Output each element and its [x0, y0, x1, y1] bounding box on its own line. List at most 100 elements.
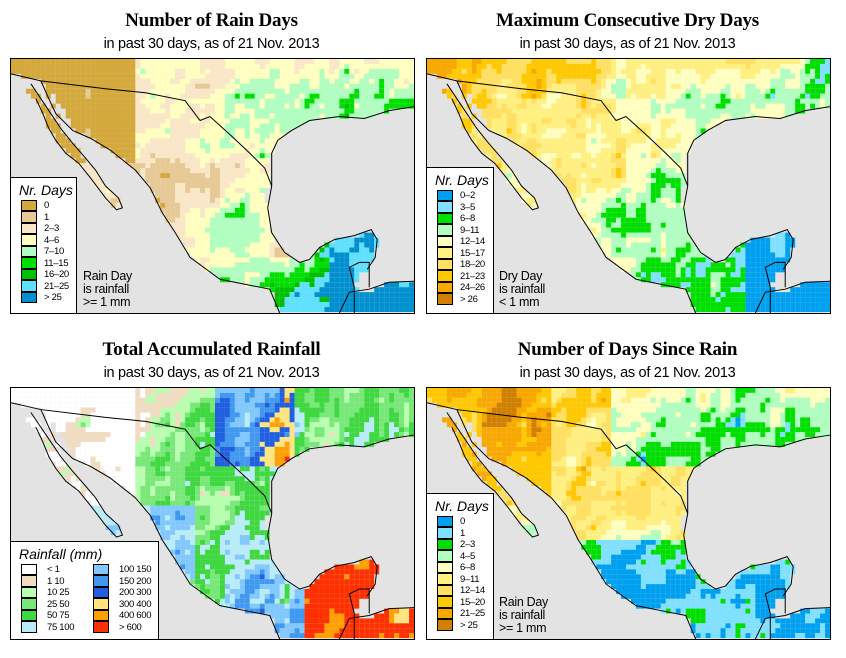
legend-label: 15–20 — [460, 596, 485, 608]
legend-swatch — [437, 527, 453, 539]
panel-title: Number of Rain Days — [125, 10, 298, 31]
map-canvas — [11, 59, 414, 313]
legend-item: 50 75 — [21, 609, 83, 622]
legend-label: < 1 — [47, 564, 60, 576]
legend-swatch — [437, 538, 453, 550]
legend-item: 0–2 — [437, 189, 493, 202]
legend-swatch — [21, 234, 37, 246]
legend-label: 15–17 — [460, 247, 485, 259]
legend-item: > 600 — [93, 621, 155, 634]
legend-label: 0 — [460, 516, 465, 528]
legend-swatch — [437, 550, 453, 562]
legend-label: 6–8 — [460, 213, 475, 225]
legend-swatch — [437, 258, 453, 270]
legend-item: 1 10 — [21, 575, 83, 588]
legend-swatch — [437, 201, 453, 213]
legend-item: 0 — [21, 199, 76, 212]
legend-swatch — [93, 598, 109, 610]
legend-label: 24–26 — [460, 282, 485, 294]
legend-item: 21–25 — [21, 280, 76, 293]
legend-label: 50 75 — [47, 610, 70, 622]
note-line: >= 1 mm — [83, 295, 131, 309]
legend-swatch — [93, 563, 109, 575]
note-line: is rainfall — [83, 282, 130, 296]
map-days-since-rain: Nr. Days 0 1 2–3 4–5 6–8 9–11 12–14 15–20 21–25 >… — [426, 387, 831, 640]
data-grid — [11, 388, 414, 639]
legend-label: 0 — [44, 200, 49, 212]
legend-label: 3–5 — [460, 201, 475, 213]
legend: Nr. Days 0–2 3–5 6–8 9–11 12–14 15–17 18–20 21–… — [427, 167, 494, 313]
legend-item: 100 150 — [93, 563, 155, 576]
legend-label: 16–20 — [44, 269, 69, 281]
legend-item: 12–14 — [437, 235, 493, 248]
legend-swatch — [437, 584, 453, 596]
legend-item: 12–14 — [437, 584, 493, 597]
legend-title: Nr. Days — [435, 498, 489, 514]
legend-item: 300 400 — [93, 598, 155, 611]
legend-item: 4–5 — [437, 550, 493, 563]
legend-swatch — [21, 199, 37, 211]
legend-swatch — [21, 280, 37, 292]
legend-title: Rainfall (mm) — [19, 546, 103, 562]
note-line: is rainfall — [499, 282, 546, 296]
legend-item: < 1 — [21, 563, 83, 576]
legend-item: > 25 — [437, 619, 493, 632]
legend-swatch — [437, 235, 453, 247]
note-line: Rain Day — [499, 595, 549, 609]
legend-label: 200 300 — [119, 587, 152, 599]
legend-swatch — [21, 598, 37, 610]
panel-title: Number of Days Since Rain — [517, 339, 738, 360]
legend-title: Nr. Days — [19, 182, 73, 198]
legend-item: 10 25 — [21, 586, 83, 599]
legend-label: > 600 — [119, 621, 142, 633]
note-line: is rainfall — [499, 608, 546, 622]
legend-item: 2–3 — [21, 222, 76, 235]
legend-swatch — [21, 575, 37, 587]
legend-item: 6–8 — [437, 212, 493, 225]
legend-label: 11–15 — [44, 257, 69, 269]
country-borders — [11, 402, 414, 639]
legend-swatch — [93, 586, 109, 598]
map-rain-days: Nr. Days 0 1 2–3 4–6 7–10 11–15 16–20 21–25 > 25… — [10, 58, 415, 314]
panel-subtitle: in past 30 days, as of 21 Nov. 2013 — [519, 365, 736, 381]
legend-label: 1 — [44, 211, 49, 223]
legend-label: 21–25 — [460, 608, 485, 620]
legend-label: 300 400 — [119, 598, 152, 610]
note-line: Dry Day — [499, 269, 543, 283]
legend-swatch — [437, 596, 453, 608]
panel-title: Maximum Consecutive Dry Days — [495, 10, 759, 31]
legend-item: 1 — [437, 527, 493, 540]
legend-label: 0–2 — [460, 190, 475, 202]
legend-note: Rain Day is rainfall >= 1 mm — [83, 270, 132, 309]
legend-label: 10 25 — [47, 587, 70, 599]
legend-swatch — [437, 573, 453, 585]
legend-swatch — [437, 189, 453, 201]
legend-item: 24–26 — [437, 281, 493, 294]
panel-rain-days: Number of Rain Days in past 30 days, as … — [0, 0, 423, 329]
legend-swatch — [437, 293, 453, 305]
legend-swatch — [437, 561, 453, 573]
legend-item: 15–20 — [437, 596, 493, 609]
legend-items: 0 1 2–3 4–6 7–10 11–15 16–20 21–25 > 25 — [11, 199, 76, 304]
legend-swatch — [21, 268, 37, 280]
legend-item: 400 600 — [93, 609, 155, 622]
note-line: Rain Day — [83, 269, 133, 283]
legend-item: 9–11 — [437, 573, 493, 586]
legend-item: 15–17 — [437, 247, 493, 260]
legend-label: 100 150 — [119, 564, 152, 576]
map-max-dry-days: Nr. Days 0–2 3–5 6–8 9–11 12–14 15–17 18–20 21–… — [426, 58, 831, 314]
legend-swatch — [437, 515, 453, 527]
legend-label: 9–11 — [460, 573, 480, 585]
legend-item: 3–5 — [437, 201, 493, 214]
note-line: < 1 mm — [499, 295, 540, 309]
legend-item: 21–25 — [437, 607, 493, 620]
legend-label: 6–8 — [460, 562, 475, 574]
legend-swatch — [437, 281, 453, 293]
legend-label: 4–5 — [460, 550, 475, 562]
legend-label: 25 50 — [47, 598, 70, 610]
legend-label: 150 200 — [119, 575, 152, 587]
legend-item: 18–20 — [437, 258, 493, 271]
legend-item: 16–20 — [21, 268, 76, 281]
